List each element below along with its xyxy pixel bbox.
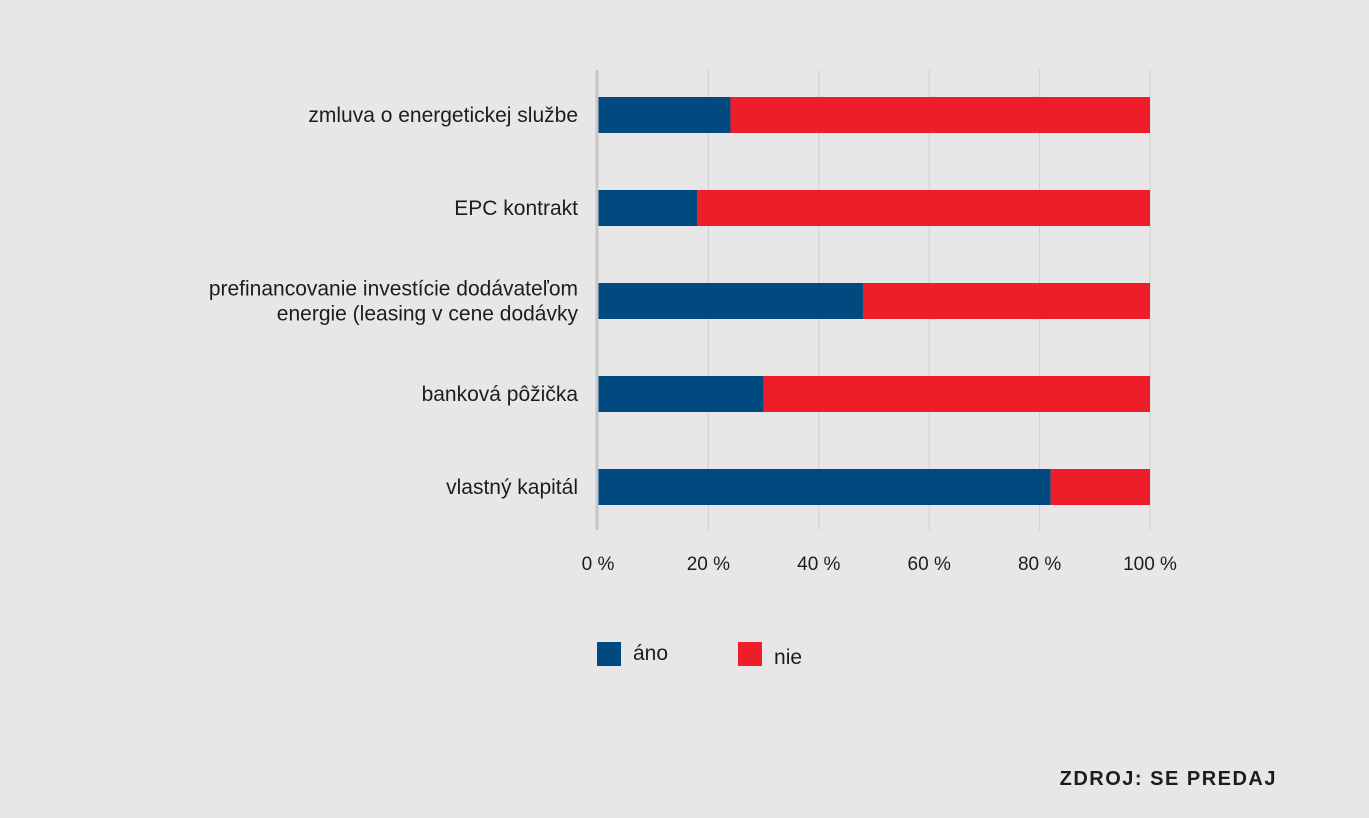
- bar-segment-ano: [598, 376, 764, 412]
- bar-segment-ano: [598, 190, 698, 226]
- category-label: zmluva o energetickej službe: [308, 104, 578, 127]
- legend-item-ano: áno: [597, 642, 668, 666]
- x-tick-label: 0 %: [582, 554, 615, 575]
- legend-label-ano: áno: [633, 642, 669, 665]
- legend: áno nie: [597, 642, 872, 669]
- category-labels: zmluva o energetickej službe EPC kontrakt…: [209, 104, 579, 499]
- legend-label-nie: nie: [774, 646, 803, 669]
- legend-swatch-nie: [738, 642, 763, 666]
- legend-swatch-ano: [597, 642, 621, 666]
- bar-segment-nie: [763, 376, 1150, 412]
- x-tick-labels: 0 % 20 % 40 % 60 % 80 % 100 %: [582, 554, 1177, 575]
- category-label: EPC kontrakt: [454, 197, 578, 220]
- bar-segment-nie: [730, 97, 1150, 133]
- source-label: ZDROJ: SE PREDAJ: [1059, 768, 1277, 790]
- bar-segment-ano: [598, 469, 1051, 505]
- x-tick-label: 20 %: [687, 554, 730, 575]
- x-tick-label: 80 %: [1018, 554, 1061, 575]
- x-tick-label: 60 %: [908, 554, 951, 575]
- legend-item-nie: nie: [738, 642, 802, 669]
- bar-segment-ano: [598, 283, 863, 319]
- bar-segment-ano: [598, 97, 731, 133]
- x-tick-label: 40 %: [797, 554, 840, 575]
- bar-segment-nie: [862, 283, 1150, 319]
- category-label: vlastný kapitál: [446, 476, 578, 499]
- x-tick-label: 100 %: [1123, 554, 1177, 575]
- bar-segment-nie: [1050, 469, 1150, 505]
- category-label: prefinancovanie investície dodávateľom en…: [209, 278, 579, 326]
- bar-segment-nie: [697, 190, 1150, 226]
- category-label: banková pôžička: [422, 383, 579, 406]
- bars: [598, 97, 1150, 505]
